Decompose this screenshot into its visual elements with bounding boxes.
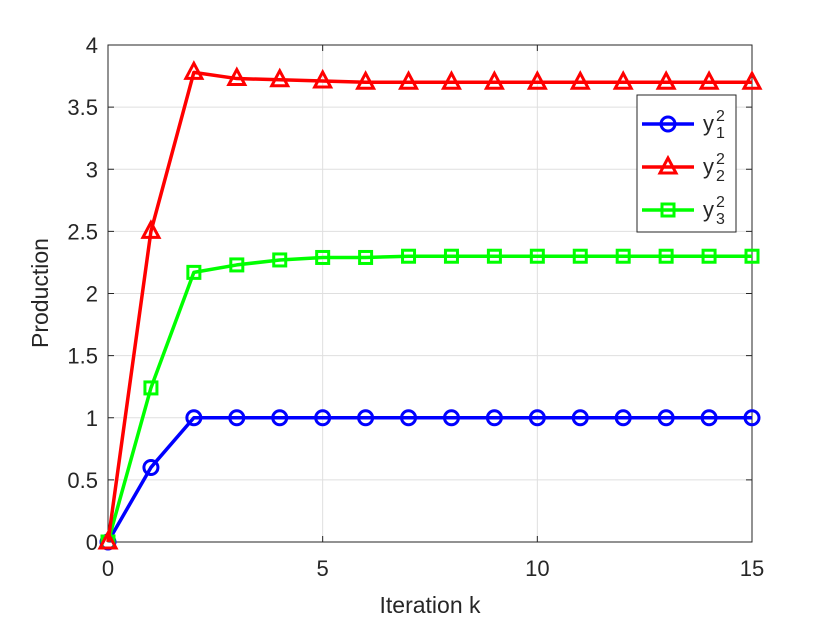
series-3 [100, 248, 760, 550]
data-point-square [229, 257, 245, 273]
data-point-square [272, 252, 288, 268]
data-point-triangle [483, 70, 505, 90]
x-tick-label: 5 [317, 556, 329, 581]
legend: y 2 1 y 2 2 y 2 3 [636, 94, 737, 233]
data-point-square [572, 248, 588, 264]
series-2 [97, 60, 763, 550]
axis-ticks: 0 5 10 15 0 0.5 1 1.5 2 2.5 3 3.5 4 [67, 33, 764, 581]
series-line [106, 416, 752, 543]
y-tick-label: 1.5 [67, 344, 98, 369]
y-tick-label: 2.5 [67, 219, 98, 244]
y-tick-label: 4 [86, 33, 98, 58]
data-point-circle [485, 409, 503, 427]
data-point-circle [142, 458, 160, 476]
x-tick-label: 15 [740, 556, 764, 581]
data-point-circle [743, 409, 761, 427]
data-point-circle [700, 409, 718, 427]
data-point-circle [228, 409, 246, 427]
x-tick-label: 0 [102, 556, 114, 581]
data-point-circle [271, 409, 289, 427]
data-point-triangle [183, 60, 205, 80]
data-point-triangle [655, 70, 677, 90]
data-point-square [660, 202, 676, 218]
data-point-triangle [140, 219, 162, 239]
data-point-circle [614, 409, 632, 427]
data-point-square [315, 249, 331, 265]
data-point-triangle [526, 70, 548, 90]
data-point-circle [659, 115, 677, 133]
data-point-circle [357, 409, 375, 427]
data-point-circle [571, 409, 589, 427]
data-point-triangle [312, 68, 334, 89]
data-point-square [443, 248, 459, 264]
data-point-square [615, 248, 631, 264]
data-point-circle [314, 409, 332, 427]
series-line [106, 254, 752, 543]
data-point-triangle [569, 70, 591, 90]
data-point-triangle [698, 70, 720, 90]
y-tick-label: 3.5 [67, 95, 98, 120]
data-point-triangle [612, 70, 634, 90]
x-axis-label: Iteration k [380, 592, 481, 618]
data-point-circle [528, 409, 546, 427]
data-point-triangle [355, 70, 377, 90]
y-axis-label: Production [27, 238, 53, 348]
data-point-circle [185, 409, 203, 427]
data-point-circle [657, 409, 675, 427]
data-point-triangle [398, 70, 420, 90]
data-point-triangle [97, 529, 119, 550]
data-point-square [186, 264, 202, 280]
y-tick-label: 0 [86, 530, 98, 555]
series-layer [97, 60, 763, 551]
data-point-triangle [657, 154, 679, 175]
y-tick-label: 0.5 [67, 468, 98, 493]
data-point-square [401, 248, 417, 264]
data-point-square [744, 248, 760, 264]
data-point-square [658, 248, 674, 264]
data-point-circle [442, 409, 460, 427]
data-point-triangle [226, 66, 248, 87]
data-point-square [358, 249, 374, 265]
y-tick-label: 1 [86, 406, 98, 431]
x-tick-label: 10 [525, 556, 549, 581]
series-line [106, 70, 752, 543]
data-point-square [529, 248, 545, 264]
data-point-triangle [741, 70, 763, 90]
data-point-triangle [440, 70, 462, 90]
data-point-square [486, 248, 502, 264]
data-point-circle [400, 409, 418, 427]
data-point-square [701, 248, 717, 264]
data-point-square [143, 380, 159, 396]
y-tick-label: 2 [86, 282, 98, 307]
y-tick-label: 3 [86, 157, 98, 182]
data-point-triangle [269, 67, 291, 88]
